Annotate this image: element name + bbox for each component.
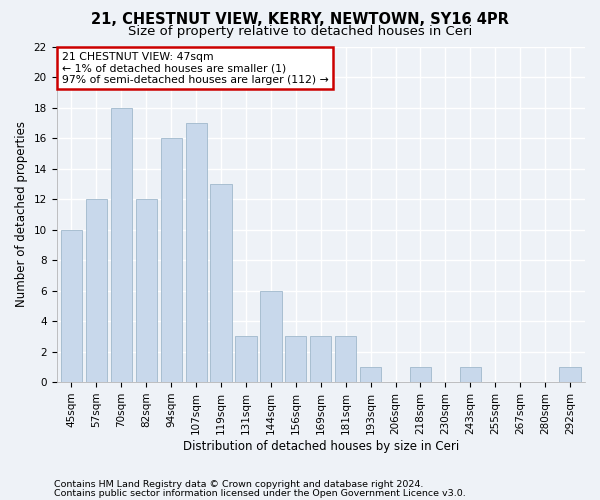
Bar	[61, 230, 82, 382]
Y-axis label: Number of detached properties: Number of detached properties	[15, 122, 28, 308]
Text: Contains HM Land Registry data © Crown copyright and database right 2024.: Contains HM Land Registry data © Crown c…	[54, 480, 424, 489]
Bar	[410, 367, 431, 382]
Bar	[285, 336, 307, 382]
Bar	[185, 123, 207, 382]
Bar	[360, 367, 381, 382]
Bar	[335, 336, 356, 382]
Text: 21, CHESTNUT VIEW, KERRY, NEWTOWN, SY16 4PR: 21, CHESTNUT VIEW, KERRY, NEWTOWN, SY16 …	[91, 12, 509, 28]
X-axis label: Distribution of detached houses by size in Ceri: Distribution of detached houses by size …	[182, 440, 459, 452]
Bar	[559, 367, 581, 382]
Bar	[310, 336, 331, 382]
Bar	[260, 290, 281, 382]
Bar	[460, 367, 481, 382]
Text: 21 CHESTNUT VIEW: 47sqm
← 1% of detached houses are smaller (1)
97% of semi-deta: 21 CHESTNUT VIEW: 47sqm ← 1% of detached…	[62, 52, 329, 84]
Text: Contains public sector information licensed under the Open Government Licence v3: Contains public sector information licen…	[54, 488, 466, 498]
Bar	[161, 138, 182, 382]
Bar	[136, 199, 157, 382]
Bar	[211, 184, 232, 382]
Bar	[235, 336, 257, 382]
Bar	[86, 199, 107, 382]
Bar	[111, 108, 132, 382]
Text: Size of property relative to detached houses in Ceri: Size of property relative to detached ho…	[128, 25, 472, 38]
